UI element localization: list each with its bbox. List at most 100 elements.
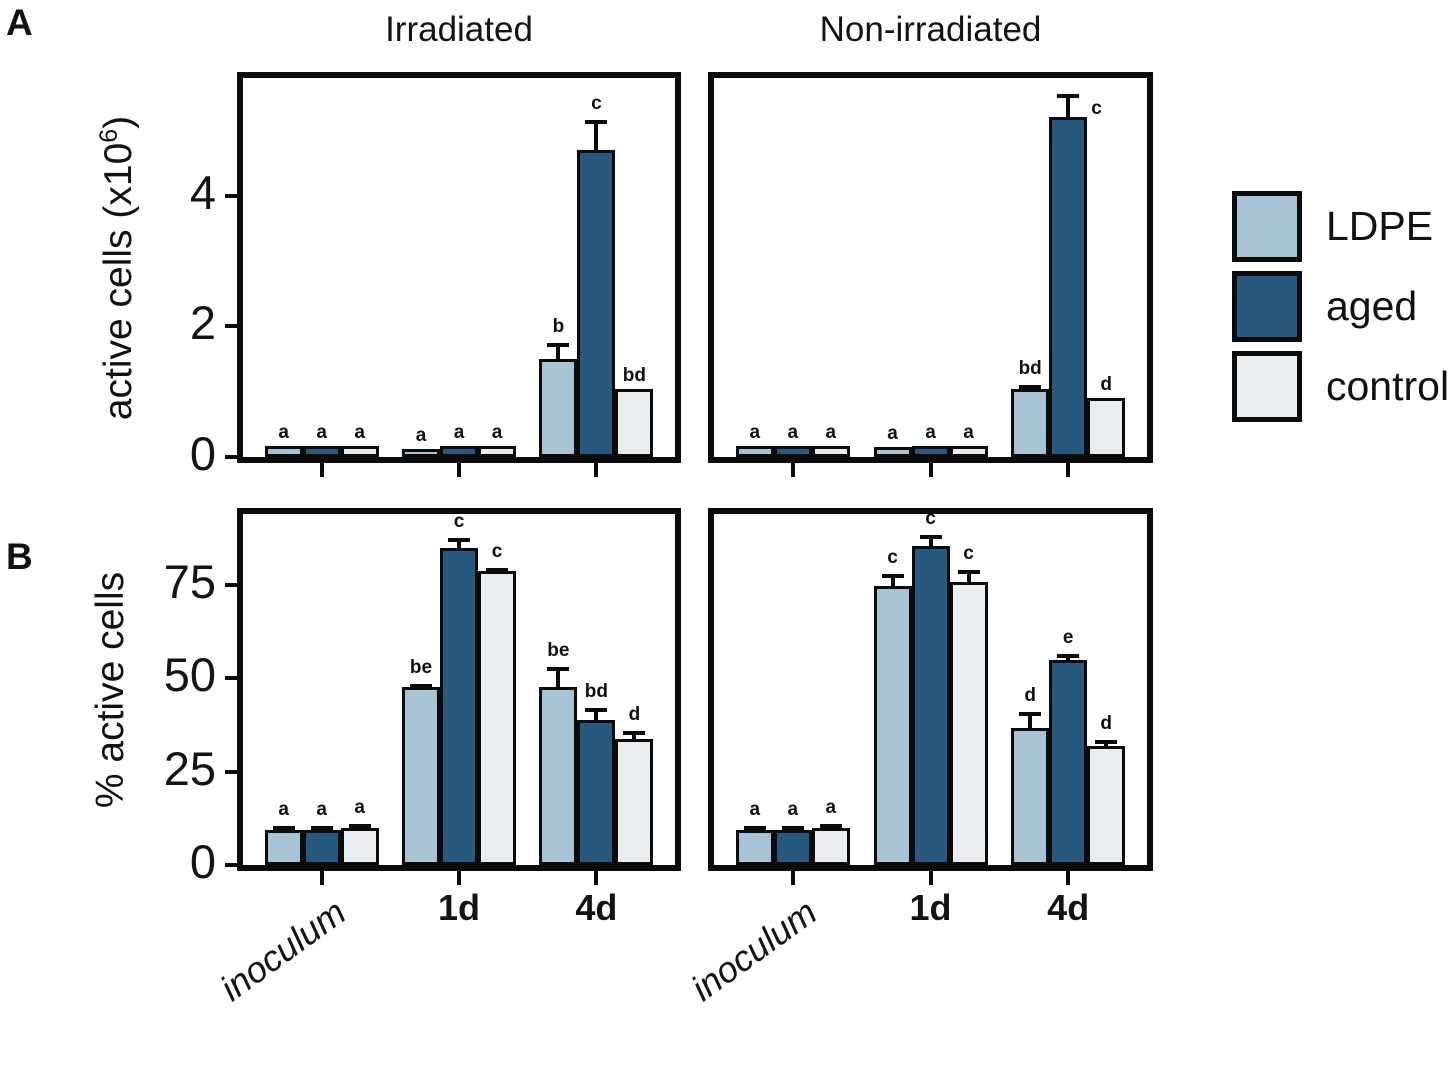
error-bar-stem (928, 534, 933, 550)
y-tick (225, 582, 237, 587)
error-bar-cap (310, 825, 333, 830)
bar-control-inoculum (340, 445, 379, 457)
error-bar-stem (1066, 94, 1071, 121)
error-bar-cap (1019, 711, 1042, 716)
error-bar-cap (547, 342, 570, 347)
sig-letter: a (749, 421, 761, 443)
legend-label-control: control (1326, 363, 1450, 409)
x-tick (457, 463, 461, 477)
sig-letter: d (1024, 684, 1036, 706)
sig-letter: e (1062, 627, 1074, 649)
error-bar-stem (556, 667, 561, 690)
figure: A B Irradiated Non-irradiated active cel… (6, 2, 1450, 1009)
legend-swatch-ldpe (1232, 191, 1302, 262)
bar-aged-4d (1049, 660, 1088, 865)
x-tick (457, 871, 461, 885)
x-label-inoculum: inoculum (212, 891, 353, 1009)
sig-letter: a (278, 421, 289, 443)
error-bar-stem (457, 538, 461, 552)
error-bar-cap (448, 538, 470, 543)
legend: LDPE aged control (1232, 191, 1449, 431)
y-tick-label: 2 (189, 296, 216, 350)
y-tick-label: 50 (163, 648, 216, 702)
bar-aged-4d (577, 150, 616, 457)
bar-control-inoculum (340, 828, 379, 865)
y-tick-label: 0 (189, 427, 216, 480)
sig-letter: c (925, 507, 936, 529)
bar-control-4d (1087, 746, 1126, 865)
x-tick (1066, 463, 1071, 477)
bar-ldpe-inoculum (264, 830, 303, 865)
panel-label-a: A (6, 2, 33, 43)
bar-ldpe-1d (402, 449, 440, 457)
bar-ldpe-inoculum (264, 445, 303, 457)
sig-letter: a (354, 421, 365, 443)
error-bar-stem (1028, 711, 1033, 731)
bar-ldpe-4d (1011, 727, 1050, 865)
sig-letter: a (925, 421, 936, 443)
bar-ldpe-inoculum (735, 830, 774, 865)
bar-control-1d (478, 445, 516, 457)
bar-aged-1d (440, 445, 478, 457)
error-bar-cap (881, 573, 904, 578)
sig-letter: d (1100, 712, 1112, 734)
error-bar-stem (594, 708, 599, 724)
error-bar-stem (1066, 654, 1071, 664)
bar-aged-inoculum (773, 830, 812, 865)
bar-ldpe-4d (539, 686, 578, 865)
error-bar-stem (890, 573, 895, 589)
sig-letter: a (787, 421, 799, 443)
x-tick (928, 463, 933, 477)
error-bar-cap (957, 570, 980, 575)
x-tick (1066, 871, 1071, 885)
sig-letter: d (628, 703, 641, 725)
sig-letter: c (887, 546, 898, 568)
x-tick (594, 463, 599, 477)
sig-letter: a (354, 796, 365, 818)
sig-letter: bd (622, 364, 646, 386)
legend-label-aged: aged (1326, 283, 1418, 329)
error-bar-cap (1095, 739, 1118, 744)
bar-aged-1d (911, 445, 950, 457)
sig-letter: b (552, 315, 565, 337)
bar-aged-4d (577, 720, 616, 865)
sig-letter: d (1100, 374, 1112, 396)
x-tick (790, 463, 795, 477)
error-bar-stem (966, 570, 971, 585)
y-tick-label: 4 (189, 165, 216, 219)
y-tick (225, 324, 237, 329)
y-tick-label: 25 (163, 741, 216, 795)
error-bar-cap (743, 825, 766, 830)
bar-control-inoculum (811, 445, 850, 457)
x-tick (790, 871, 795, 885)
bar-aged-inoculum (773, 445, 812, 457)
error-bar-cap (272, 825, 295, 830)
sig-letter: be (409, 656, 433, 678)
bar-ldpe-4d (1011, 388, 1050, 457)
y-axis-label-b: % active cells (87, 440, 137, 940)
x-tick (594, 871, 599, 885)
error-bar-stem (1104, 739, 1109, 750)
error-bar-cap (819, 823, 842, 828)
sig-letter: a (887, 423, 898, 445)
x-label-4d: 4d (575, 887, 618, 928)
error-bar-cap (1057, 654, 1080, 659)
sig-letter: c (963, 543, 974, 565)
bar-aged-inoculum (302, 830, 341, 865)
y-tick-label: 75 (163, 554, 216, 608)
x-tick (319, 463, 324, 477)
bar-aged-1d (911, 546, 950, 865)
bar-ldpe-inoculum (735, 445, 774, 457)
error-bar-cap (781, 825, 804, 830)
bar-ldpe-1d (402, 686, 440, 865)
bar-ldpe-1d (873, 447, 912, 457)
sig-letter: c (1091, 98, 1102, 120)
legend-label-ldpe: LDPE (1326, 203, 1434, 249)
error-bar-cap (623, 730, 646, 735)
bar-ldpe-1d (873, 585, 912, 865)
sig-letter: a (963, 421, 974, 443)
sig-letter: c (591, 93, 602, 115)
y-tick-label: 0 (189, 835, 216, 888)
bar-control-inoculum (811, 828, 850, 865)
y-tick (225, 193, 237, 198)
